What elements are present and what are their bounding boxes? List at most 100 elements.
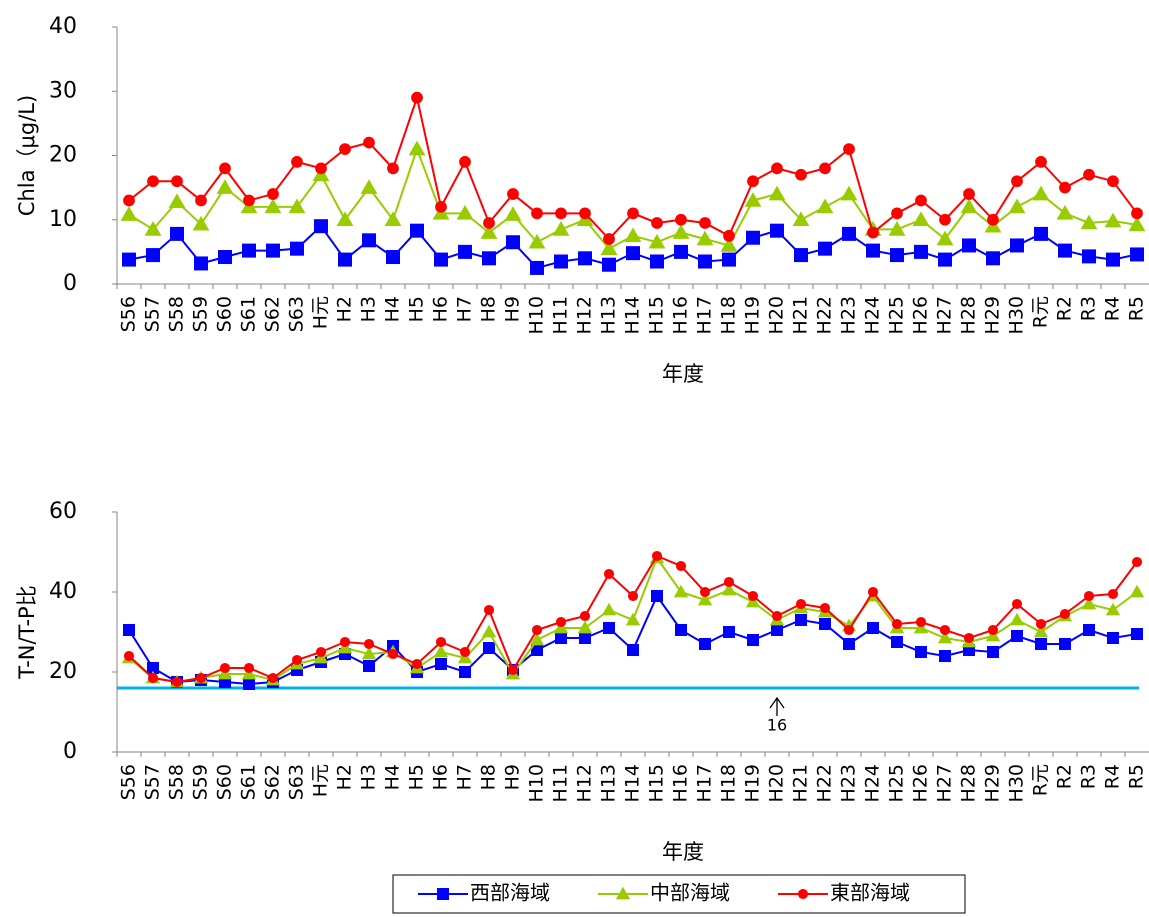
- marker: [291, 156, 303, 168]
- marker: [987, 213, 999, 226]
- marker: [939, 213, 951, 226]
- x-tick-label: H18: [718, 764, 740, 802]
- x-tick-label: R4: [1102, 296, 1124, 321]
- marker: [651, 550, 663, 562]
- marker: [840, 185, 858, 201]
- marker: [747, 175, 759, 188]
- y-tick-label: 40: [49, 579, 77, 604]
- marker: [698, 254, 712, 269]
- marker: [986, 251, 1000, 266]
- x-tick-label: H4: [382, 764, 404, 790]
- marker: [336, 211, 354, 227]
- marker: [627, 207, 639, 220]
- x-tick-label: H14: [622, 296, 644, 334]
- marker: [552, 220, 570, 236]
- marker: [963, 188, 975, 200]
- x-tick-label: H18: [718, 296, 740, 334]
- marker: [819, 602, 831, 614]
- marker: [699, 217, 711, 229]
- marker: [192, 215, 210, 231]
- marker: [313, 650, 329, 664]
- marker: [408, 140, 426, 156]
- marker: [171, 676, 183, 688]
- marker: [722, 252, 736, 267]
- x-tick-label: H23: [838, 764, 860, 802]
- marker: [723, 576, 735, 588]
- x-tick-label: H16: [670, 764, 692, 802]
- x-tick-label: S62: [262, 764, 284, 800]
- marker: [1105, 602, 1121, 616]
- marker: [553, 620, 569, 634]
- x-tick-label: H2: [334, 764, 356, 790]
- x-tick-label: R3: [1078, 764, 1100, 789]
- series-line: [128, 593, 1138, 686]
- x-tick-label: R5: [1126, 764, 1148, 789]
- marker: [771, 610, 783, 622]
- x-tick-label: S58: [166, 764, 188, 800]
- x-tick-label: H27: [934, 296, 956, 334]
- marker: [554, 254, 568, 269]
- x-tick-label: R2: [1054, 764, 1076, 789]
- marker: [603, 568, 615, 580]
- x-tick-label: R5: [1126, 296, 1148, 321]
- y-tick-label: 20: [49, 143, 77, 168]
- marker: [1107, 588, 1119, 600]
- x-tick-label: S61: [238, 296, 260, 332]
- marker: [578, 251, 592, 266]
- marker: [915, 646, 927, 658]
- marker: [985, 628, 1001, 642]
- marker: [843, 624, 855, 636]
- marker: [842, 226, 856, 241]
- marker: [410, 223, 424, 238]
- annotation: 16: [767, 716, 787, 735]
- marker: [1059, 608, 1071, 620]
- x-tick-label: H13: [598, 764, 620, 802]
- marker: [819, 618, 831, 630]
- x-tick-label: H元: [310, 764, 332, 797]
- marker: [818, 241, 832, 256]
- marker: [219, 662, 231, 674]
- x-tick-label: R元: [1030, 296, 1052, 328]
- x-tick-label: H9: [502, 296, 524, 322]
- x-tick-label: H22: [814, 764, 836, 802]
- marker: [1009, 612, 1025, 626]
- marker: [362, 233, 376, 248]
- marker: [459, 156, 471, 168]
- marker: [457, 650, 473, 664]
- marker: [1081, 596, 1097, 610]
- marker: [531, 644, 543, 656]
- x-tick-label: H12: [574, 764, 596, 802]
- marker: [434, 252, 448, 267]
- marker: [123, 650, 135, 662]
- x-tick-label: H30: [1006, 296, 1028, 334]
- marker: [721, 582, 737, 596]
- marker: [697, 592, 713, 606]
- x-tick-label: S63: [286, 764, 308, 800]
- x-tick-label: H9: [502, 764, 524, 790]
- y-tick-label: 40: [49, 14, 77, 39]
- marker: [361, 646, 377, 660]
- marker: [914, 244, 928, 259]
- x-tick-label: H16: [670, 296, 692, 334]
- marker: [555, 616, 567, 628]
- x-tick-label: H21: [790, 296, 812, 334]
- x-tick-label: S62: [262, 296, 284, 332]
- marker: [433, 644, 449, 658]
- x-tick-label: H21: [790, 764, 812, 802]
- marker: [242, 243, 256, 258]
- marker: [216, 179, 234, 194]
- marker: [363, 136, 375, 149]
- marker: [1107, 175, 1119, 188]
- marker: [530, 260, 544, 275]
- marker: [675, 624, 687, 636]
- marker: [912, 211, 930, 227]
- x-tick-label: S58: [166, 296, 188, 332]
- marker: [674, 244, 688, 259]
- marker: [890, 248, 904, 263]
- marker: [867, 226, 879, 239]
- marker: [579, 632, 591, 644]
- marker: [1129, 584, 1145, 598]
- marker: [1106, 252, 1120, 267]
- marker: [819, 162, 831, 175]
